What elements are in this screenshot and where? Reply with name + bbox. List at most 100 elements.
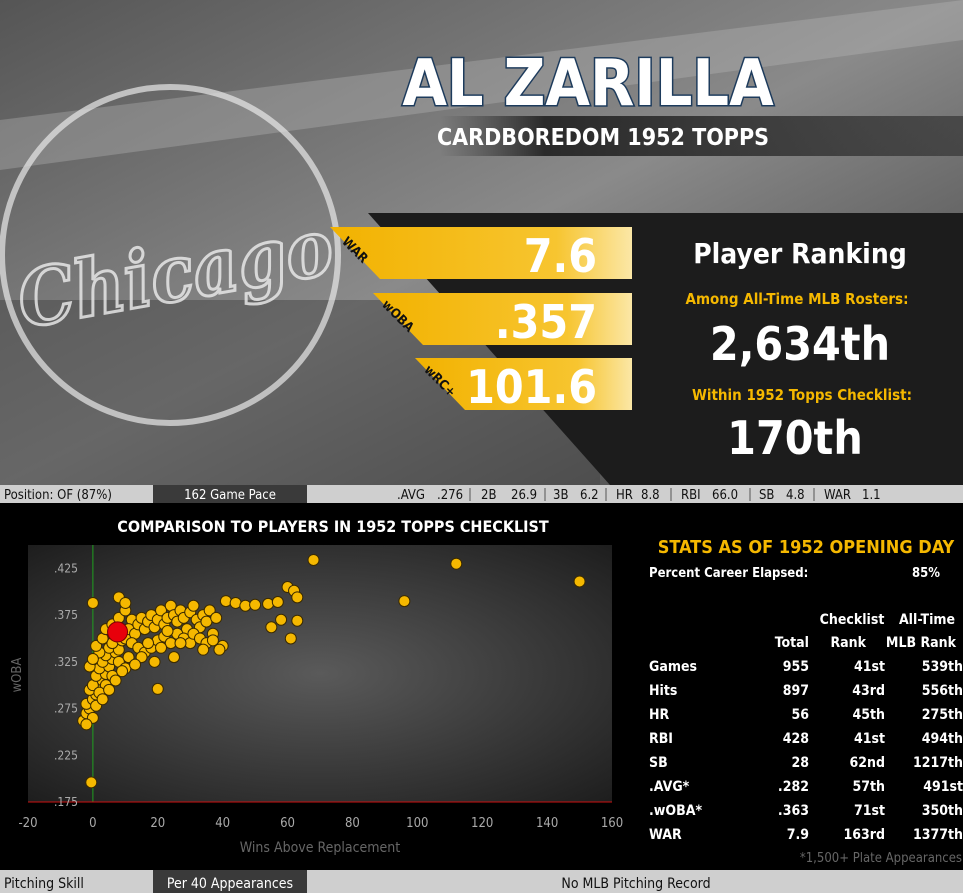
metric-value: .357 (495, 295, 597, 349)
scatter-chart: -20 0 20 40 60 80 100 120 140 160 .175 .225 .275 .325… (18, 545, 623, 831)
table-cell: 1217th (913, 755, 963, 771)
table-cell: 1377th (913, 827, 963, 843)
row-label: Hits (649, 683, 677, 699)
pace-label: 162 Game Pace (184, 488, 276, 503)
pace-stat-label: 3B (553, 488, 568, 503)
row-label: WAR (649, 827, 682, 843)
table-cell: 494th (922, 731, 963, 747)
pace-stat-label: 2B (481, 488, 496, 503)
pace-stats: .AVG .276 2B 26.9 3B 6.2 HR 8.8 RBI 66.0 SB 4.8 WAR 1… (397, 488, 881, 503)
scatter-point (291, 591, 304, 604)
logo-ring (0, 84, 341, 426)
x-tick-label: 140 (536, 816, 558, 831)
scatter-point (197, 643, 210, 656)
highlight-point (107, 621, 129, 643)
table-cell: .363 (778, 803, 809, 819)
scatter-point (129, 658, 142, 671)
x-tick-label: 0 (89, 816, 96, 831)
ranking-panel (368, 213, 963, 485)
scatter-point (450, 557, 463, 570)
row-label: RBI (649, 731, 673, 747)
scatter-point (151, 682, 164, 695)
pace-stat-label: WAR (824, 488, 851, 503)
footnote: *1,500+ Plate Appearances (800, 851, 962, 866)
scatter-point (168, 651, 180, 664)
y-tick-label: .425 (54, 561, 78, 575)
table-cell: 56 (791, 707, 809, 723)
table-cell: 163rd (843, 827, 885, 843)
metric-banner (415, 358, 632, 410)
bottom-note: No MLB Pitching Record (561, 876, 710, 892)
scatter-point (155, 604, 168, 617)
x-tick-label: 100 (406, 816, 428, 831)
row-label: .wOBA* (649, 803, 702, 819)
table-cell: .282 (778, 779, 809, 795)
metric-value: 7.6 (524, 229, 597, 283)
bottom-section: Pitching Skill (4, 876, 84, 892)
ranking-label: Among All-Time MLB Rosters: (686, 290, 909, 308)
ranking-label: Within 1952 Topps Checklist: (692, 386, 912, 404)
scatter-point (573, 575, 586, 588)
scatter-point (135, 651, 148, 664)
scatter-point (249, 598, 262, 611)
table-cell: 897 (783, 683, 809, 699)
scatter-point (148, 655, 161, 668)
table-cell: 7.9 (787, 827, 809, 843)
table-header: Total (775, 635, 809, 651)
pace-stat-label: HR (616, 488, 633, 503)
stats-title: STATS AS OF 1952 OPENING DAY (658, 537, 955, 558)
table-header: All-Time (899, 612, 955, 628)
ranking-value: 170th (727, 411, 863, 465)
table-cell: 539th (922, 659, 963, 675)
pace-stat-label: SB (759, 488, 774, 503)
pace-stat-value: 4.8 (786, 488, 805, 503)
x-tick-label: 40 (215, 816, 230, 831)
scatter-point (122, 651, 135, 664)
pace-stat-value: .276 (437, 488, 463, 503)
table-cell: 350th (922, 803, 963, 819)
position: Position: OF (87%) (4, 488, 112, 503)
scatter-point (174, 637, 187, 650)
scatter-point (116, 665, 129, 678)
scatter-point (265, 621, 278, 634)
row-label: Games (649, 659, 697, 675)
scatter-point (398, 595, 411, 608)
table-cell: 43rd (852, 683, 885, 699)
row-label: SB (649, 755, 668, 771)
bottom-mode: Per 40 Appearances (167, 876, 293, 892)
x-axis-label: Wins Above Replacement (240, 840, 400, 856)
scatter-point (210, 611, 223, 624)
player-name: AL ZARILLA (402, 47, 774, 121)
x-tick-label: 120 (471, 816, 493, 831)
row-label: HR (649, 707, 670, 723)
y-tick-label: .375 (54, 608, 78, 622)
bottom-bar-tab (153, 870, 307, 893)
table-cell: 41st (854, 659, 885, 675)
scatter-point (96, 693, 109, 706)
chart-title: COMPARISON TO PLAYERS IN 1952 TOPPS CHEC… (117, 517, 549, 536)
ranking-value: 2,634th (710, 317, 890, 371)
scatter-point (284, 632, 297, 645)
pace-stat-value: 26.9 (511, 488, 537, 503)
scatter-point (86, 596, 99, 609)
scatter-point (90, 639, 103, 652)
roof (0, 0, 963, 170)
table-cell: 955 (783, 659, 809, 675)
y-tick-label: .275 (54, 702, 78, 716)
subtitle-band (440, 116, 963, 156)
bottom-bar (0, 870, 963, 893)
scatter-point (155, 641, 168, 654)
scatter-point (275, 613, 288, 626)
table-header: Checklist (820, 612, 885, 628)
scatter-point (213, 643, 226, 656)
x-tick-label: 160 (601, 816, 623, 831)
table-cell: 71st (854, 803, 885, 819)
scatter-point (103, 683, 116, 696)
y-tick-label: .225 (54, 748, 78, 762)
scatter-point (142, 637, 155, 650)
ranking-title: Player Ranking (693, 237, 907, 270)
elapsed-value: 85% (912, 566, 940, 581)
table-header: MLB Rank (886, 635, 957, 651)
table-cell: 57th (852, 779, 885, 795)
